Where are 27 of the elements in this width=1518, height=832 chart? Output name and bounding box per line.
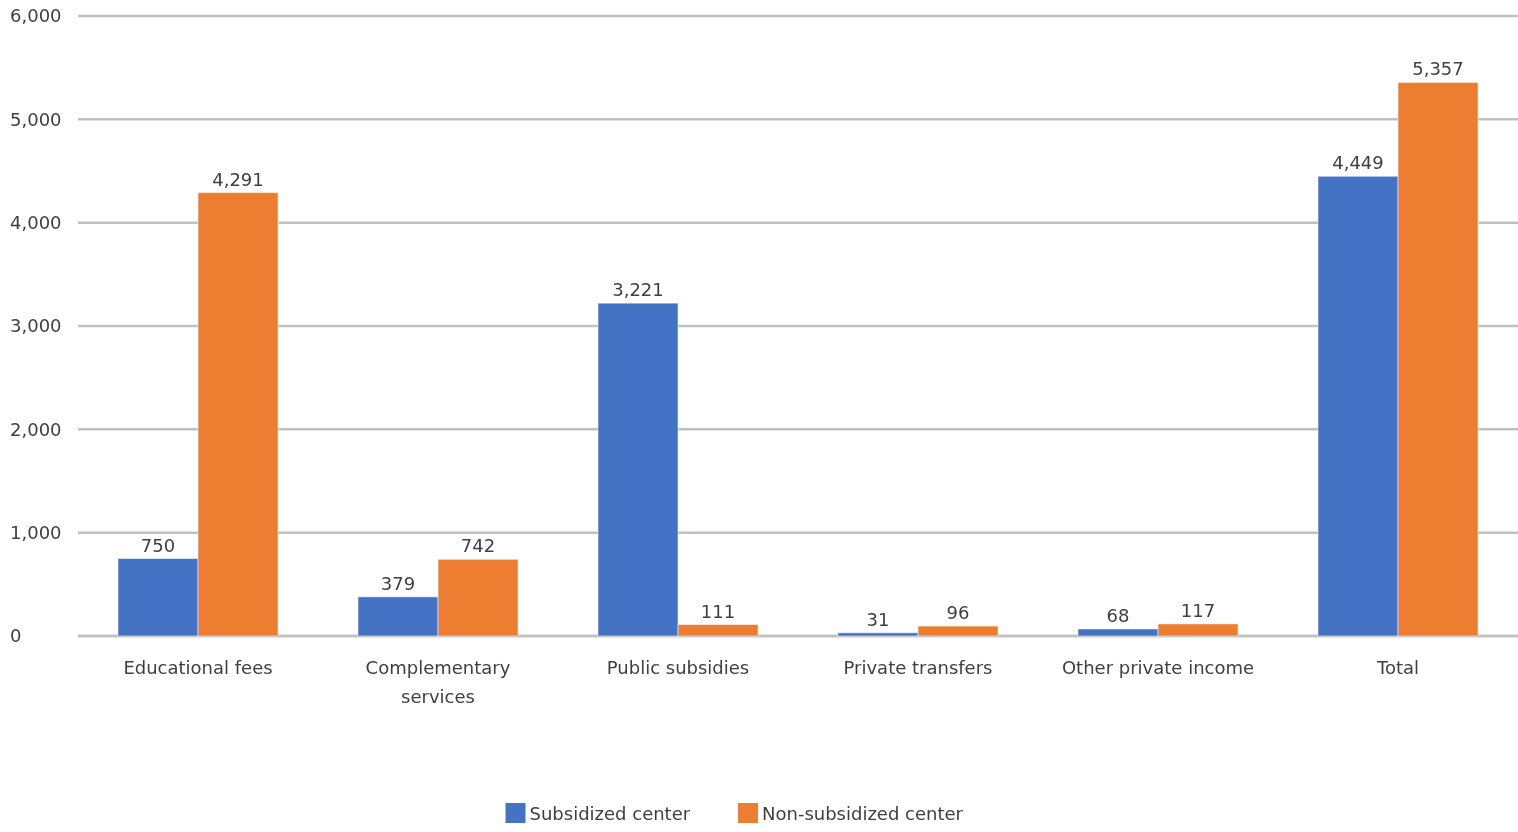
data-label: 111 (700, 600, 736, 622)
data-label: 742 (460, 535, 496, 557)
y-tick-label: 0 (10, 625, 22, 647)
y-tick-label: 6,000 (10, 5, 62, 27)
x-tick-label: Educational fees (123, 657, 273, 678)
y-tick-label: 5,000 (10, 108, 62, 130)
legend-label: Subsidized center (529, 803, 691, 824)
data-label: 96 (946, 602, 970, 624)
legend-label: Non-subsidized center (762, 803, 964, 824)
x-tick-label: Total (1375, 657, 1420, 678)
y-tick-label: 3,000 (10, 315, 62, 337)
x-tick-label: Private transfers (843, 657, 993, 678)
data-label: 4,291 (212, 168, 264, 190)
y-tick-label: 4,000 (10, 211, 62, 233)
data-label: 5,357 (1412, 58, 1464, 80)
x-tick-label: Other private income (1061, 657, 1255, 678)
x-tick-label: Complementary services (365, 657, 511, 707)
data-label: 4,449 (1332, 152, 1384, 174)
data-label: 31 (866, 608, 890, 630)
data-label: 68 (1106, 604, 1130, 626)
data-label: 117 (1180, 599, 1216, 621)
data-label: 379 (380, 572, 416, 594)
x-tick-label: Public subsidies (606, 657, 750, 678)
y-tick-label: 1,000 (10, 521, 62, 543)
y-tick-label: 2,000 (10, 418, 62, 440)
data-label: 3,221 (612, 279, 664, 301)
data-label: 750 (140, 534, 176, 556)
